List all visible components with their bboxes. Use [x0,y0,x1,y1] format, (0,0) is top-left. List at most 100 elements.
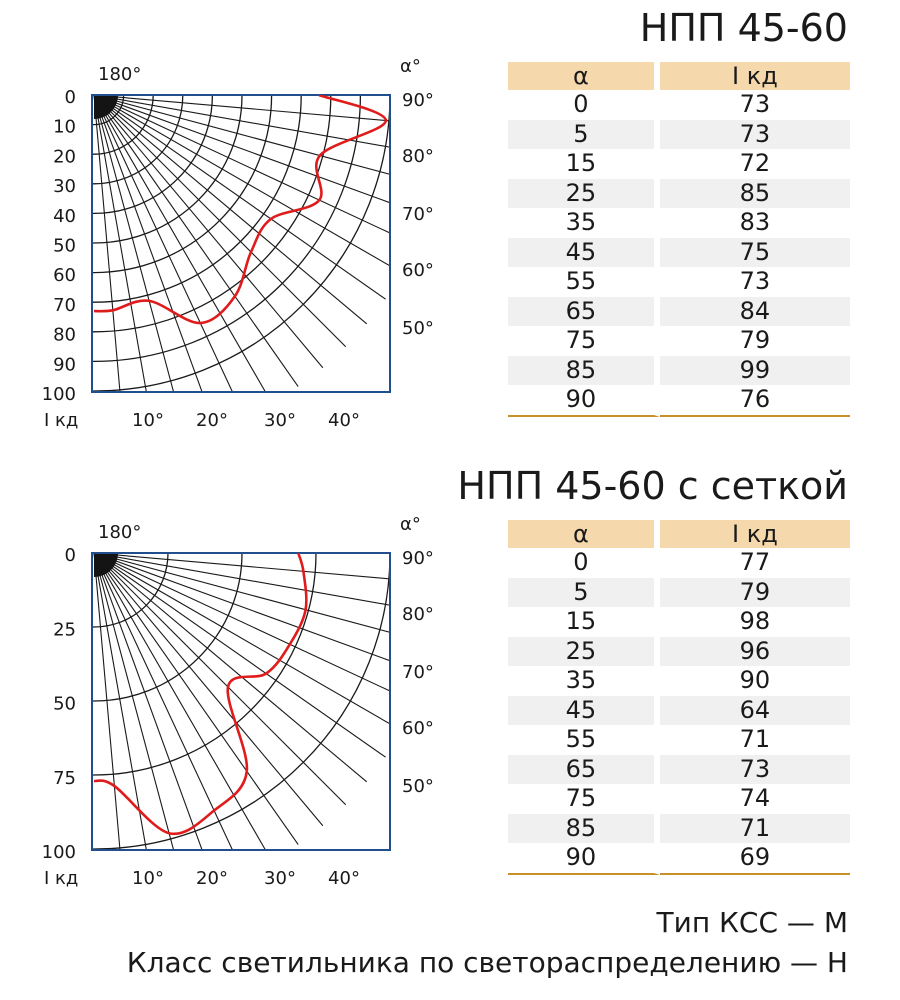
radial-tick-label: 25 [53,619,76,640]
polar-origin [94,95,118,119]
table-cell-intensity: 83 [739,208,771,236]
bottom-angle-label: 20° [196,868,228,889]
table-cell-intensity: 73 [739,90,771,118]
polar-spoke [93,553,203,850]
table-row: 35 83 [508,208,850,238]
polar-arc [92,95,214,215]
table-cell-angle: 65 [508,754,660,784]
angle-axis-label: 60° [402,260,434,281]
table-cell-angle: 15 [508,607,660,637]
table-cell-angle: 25 [508,636,660,666]
table-row: 75 79 [508,326,850,356]
table-row: 90 76 [508,385,850,417]
table-cell-intensity: 76 [659,385,850,417]
table-cell-intensity: 73 [739,267,771,295]
top-angle-label: 180° [98,64,141,85]
top-angle-label: 180° [98,522,141,543]
table-row: 55 73 [508,267,850,297]
radial-tick-label: 60 [53,265,76,286]
table-cell-intensity: 71 [739,725,771,753]
bottom-angle-label: 30° [264,868,296,889]
polar-spoke [93,553,347,806]
table-cell-angle: 55 [508,267,660,297]
angle-axis-label: 50° [402,776,434,797]
chart-block-1: 0 10 20 30 40 50 60 70 80 90 100 180° α° 90° 80° 70° 60°… [0,0,900,450]
table-row: 45 64 [508,695,850,725]
angle-axis-label: 50° [402,318,434,339]
table-cell-angle: 75 [508,326,660,356]
table-cell-intensity: 79 [659,577,850,607]
polar-spoke [93,553,390,725]
radial-tick-label: 70 [53,295,76,316]
table-cell-angle: 25 [508,178,660,208]
table-row: 65 73 [508,754,850,784]
table-row: 5 73 [508,119,850,149]
table-row: 75 74 [508,784,850,814]
polar-spoke [93,95,386,300]
table-cell-angle: 45 [508,237,660,267]
table-cell-angle: 0 [508,90,660,120]
intensity-unit-label: I кд [44,868,78,889]
bottom-angle-label: 30° [264,410,296,431]
polar-arc [92,95,302,303]
intensity-unit-label: I кд [44,410,78,431]
radial-tick-label: 40 [53,206,76,227]
angle-unit-label: α° [400,514,421,535]
polar-arc [92,95,184,185]
table-cell-angle: 65 [508,296,660,326]
polar-spoke [93,95,368,325]
polar-chart-1: 0 10 20 30 40 50 60 70 80 90 100 180° α° 90° 80° 70° 60°… [42,56,434,431]
polar-spoke [93,553,147,850]
table-row: 15 98 [508,607,850,637]
light-class-label: Класс светильника по светораспределению … [126,946,848,979]
bottom-angle-label: 40° [328,410,360,431]
polar-grid [92,95,390,392]
table-cell-angle: 15 [508,149,660,179]
table-header-angle: α [508,520,660,548]
table-cell-angle: 5 [508,119,660,149]
table-header-row: α I кд [508,520,850,548]
angle-axis-label: 60° [402,718,434,739]
bottom-angle-label: 10° [132,410,164,431]
table-cell-intensity: 79 [739,326,771,354]
polar-spoke [93,553,121,850]
polar-spoke [93,95,390,204]
angle-unit-label: α° [400,56,421,77]
polar-spoke [93,553,234,850]
polar-spoke [93,553,390,580]
chart-title-1: НПП 45-60 [639,6,848,50]
polar-arc [92,95,154,155]
polar-spoke [93,553,390,606]
table-cell-angle: 35 [508,208,660,238]
bottom-angle-label: 10° [132,868,164,889]
table-row: 5 79 [508,577,850,607]
table-cell-angle: 75 [508,784,660,814]
radial-tick-label: 50 [53,236,76,257]
table-row: 0 77 [508,548,850,578]
polar-chart-2: 0 25 50 75 100 180° α° 90° 80° 70° 60° 50° I кд 10° 20… [42,514,434,889]
polar-spoke [93,553,390,692]
table-header-intensity: I кд [659,520,850,548]
polar-arc [92,553,243,702]
table-cell-angle: 0 [508,548,660,578]
curve-type-label: Тип КСС — М [656,906,848,939]
polar-spoke [93,95,234,392]
polar-spoke [93,553,390,662]
table-row: 15 72 [508,149,850,179]
angle-axis-label: 80° [402,604,434,625]
table-cell-intensity: 90 [739,666,771,694]
table-row: 45 75 [508,237,850,267]
intensity-table-1: α I кд 0 73 5 73 15 72 25 85 35 83 45 75 55 73 65 84 75 7… [508,62,850,417]
chart-block-2: 0 25 50 75 100 180° α° 90° 80° 70° 60° 50° I кд 10° 20… [0,458,900,908]
radial-tick-label: 10 [53,117,76,138]
table-cell-angle: 5 [508,577,660,607]
table-cell-intensity: 85 [659,178,850,208]
table-cell-angle: 85 [508,355,660,385]
table-row: 0 73 [508,90,850,120]
angle-axis-label: 90° [402,90,434,111]
polar-spoke [93,95,390,234]
polar-spoke [93,553,175,850]
polar-origin [94,553,118,577]
table-cell-intensity: 73 [659,754,850,784]
table-row: 35 90 [508,666,850,696]
